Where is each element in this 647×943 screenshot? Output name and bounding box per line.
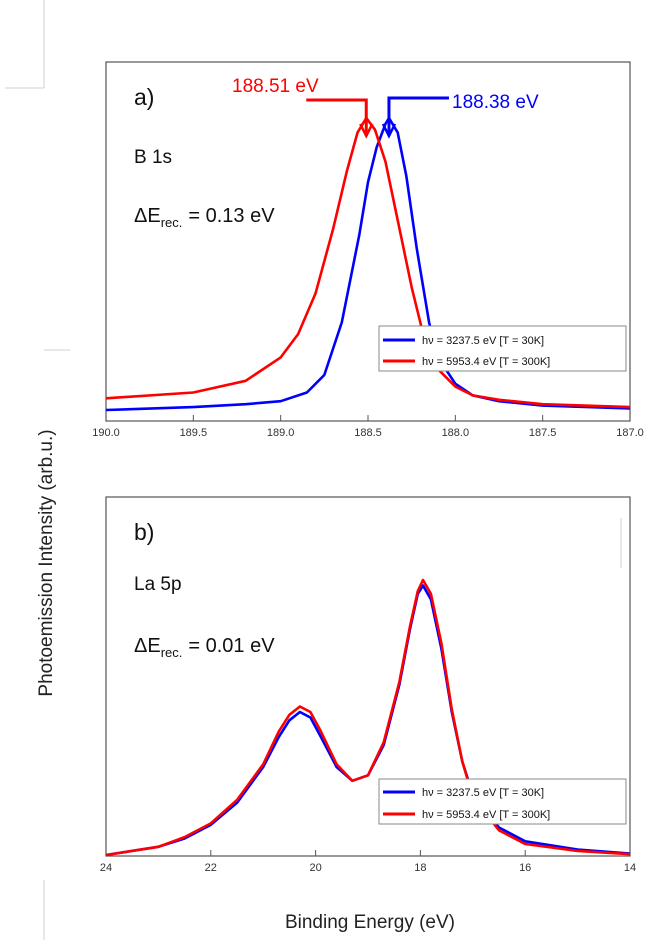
legend-entry-red: hν = 5953.4 eV [T = 300K] (422, 356, 550, 368)
y-axis-label: Photoemission Intensity (arb.u.) (36, 429, 57, 696)
x-tick-label: 16 (519, 862, 531, 874)
panel-a: 190.0 189.5 189.0 188.5 188.0 187.5 187.0 a) B… (92, 61, 644, 439)
x-tick-label: 190.0 (92, 427, 120, 439)
annotation-arrowhead (381, 123, 397, 139)
legend-entry-red: hν = 5953.4 eV [T = 300K] (422, 809, 550, 821)
x-tick-label: 24 (100, 862, 112, 874)
panel-a-plot-area (105, 116, 631, 412)
panel-a-element-label: B 1s (134, 147, 172, 168)
panel-b-frame (105, 496, 631, 857)
legend-box (378, 325, 627, 372)
recoil-subscript: rec. (161, 645, 183, 660)
x-tick-label: 14 (624, 862, 636, 874)
legend-entry-blue: hν = 3237.5 eV [T = 30K] (422, 335, 544, 347)
x-tick-label: 22 (205, 862, 217, 874)
panel-a-recoil-text: ΔErec. = 0.13 eV (134, 205, 275, 230)
x-tick-label: 188.5 (354, 427, 382, 439)
annotation-arrowhead (359, 123, 374, 139)
recoil-value: = 0.13 eV (188, 205, 275, 227)
x-tick-label: 187.0 (616, 427, 644, 439)
panel-b-element-label: La 5p (134, 574, 182, 595)
recoil-prefix: ΔE (134, 635, 161, 657)
recoil-value: = 0.01 eV (188, 635, 275, 657)
x-tick-label: 189.5 (180, 427, 208, 439)
series-line-red (105, 116, 631, 409)
x-tick-label: 18 (414, 862, 426, 874)
annotation-leader (387, 96, 449, 136)
annotation-leader (306, 98, 368, 136)
panel-b-recoil-text: ΔErec. = 0.01 eV (134, 635, 275, 660)
panel-b-x-axis: 24 22 20 18 16 14 (100, 850, 636, 874)
legend-entry-blue: hν = 3237.5 eV [T = 30K] (422, 787, 544, 799)
panel-a-legend: hν = 3237.5 eV [T = 30K] hν = 5953.4 eV … (378, 325, 627, 372)
panel-a-annotations: 188.51 eV 188.38 eV (232, 76, 539, 139)
recoil-subscript: rec. (161, 215, 183, 230)
panel-a-x-axis: 190.0 189.5 189.0 188.5 188.0 187.5 187.0 (92, 415, 644, 439)
x-tick-label: 188.0 (442, 427, 470, 439)
panel-b-legend: hν = 3237.5 eV [T = 30K] hν = 5953.4 eV … (378, 778, 627, 825)
annotation-blue-peak: 188.38 eV (452, 92, 539, 113)
recoil-prefix: ΔE (134, 205, 161, 227)
legend-box (378, 778, 627, 825)
x-tick-label: 189.0 (267, 427, 295, 439)
x-axis-label: Binding Energy (eV) (285, 912, 455, 933)
panel-b: 24 22 20 18 16 14 b) La 5p ΔErec. = 0.01 eV hν… (100, 496, 636, 874)
panel-b-label: b) (134, 519, 154, 545)
annotation-red-peak: 188.51 eV (232, 76, 319, 97)
x-tick-label: 20 (309, 862, 321, 874)
x-tick-label: 187.5 (529, 427, 557, 439)
panel-a-label: a) (134, 84, 154, 110)
